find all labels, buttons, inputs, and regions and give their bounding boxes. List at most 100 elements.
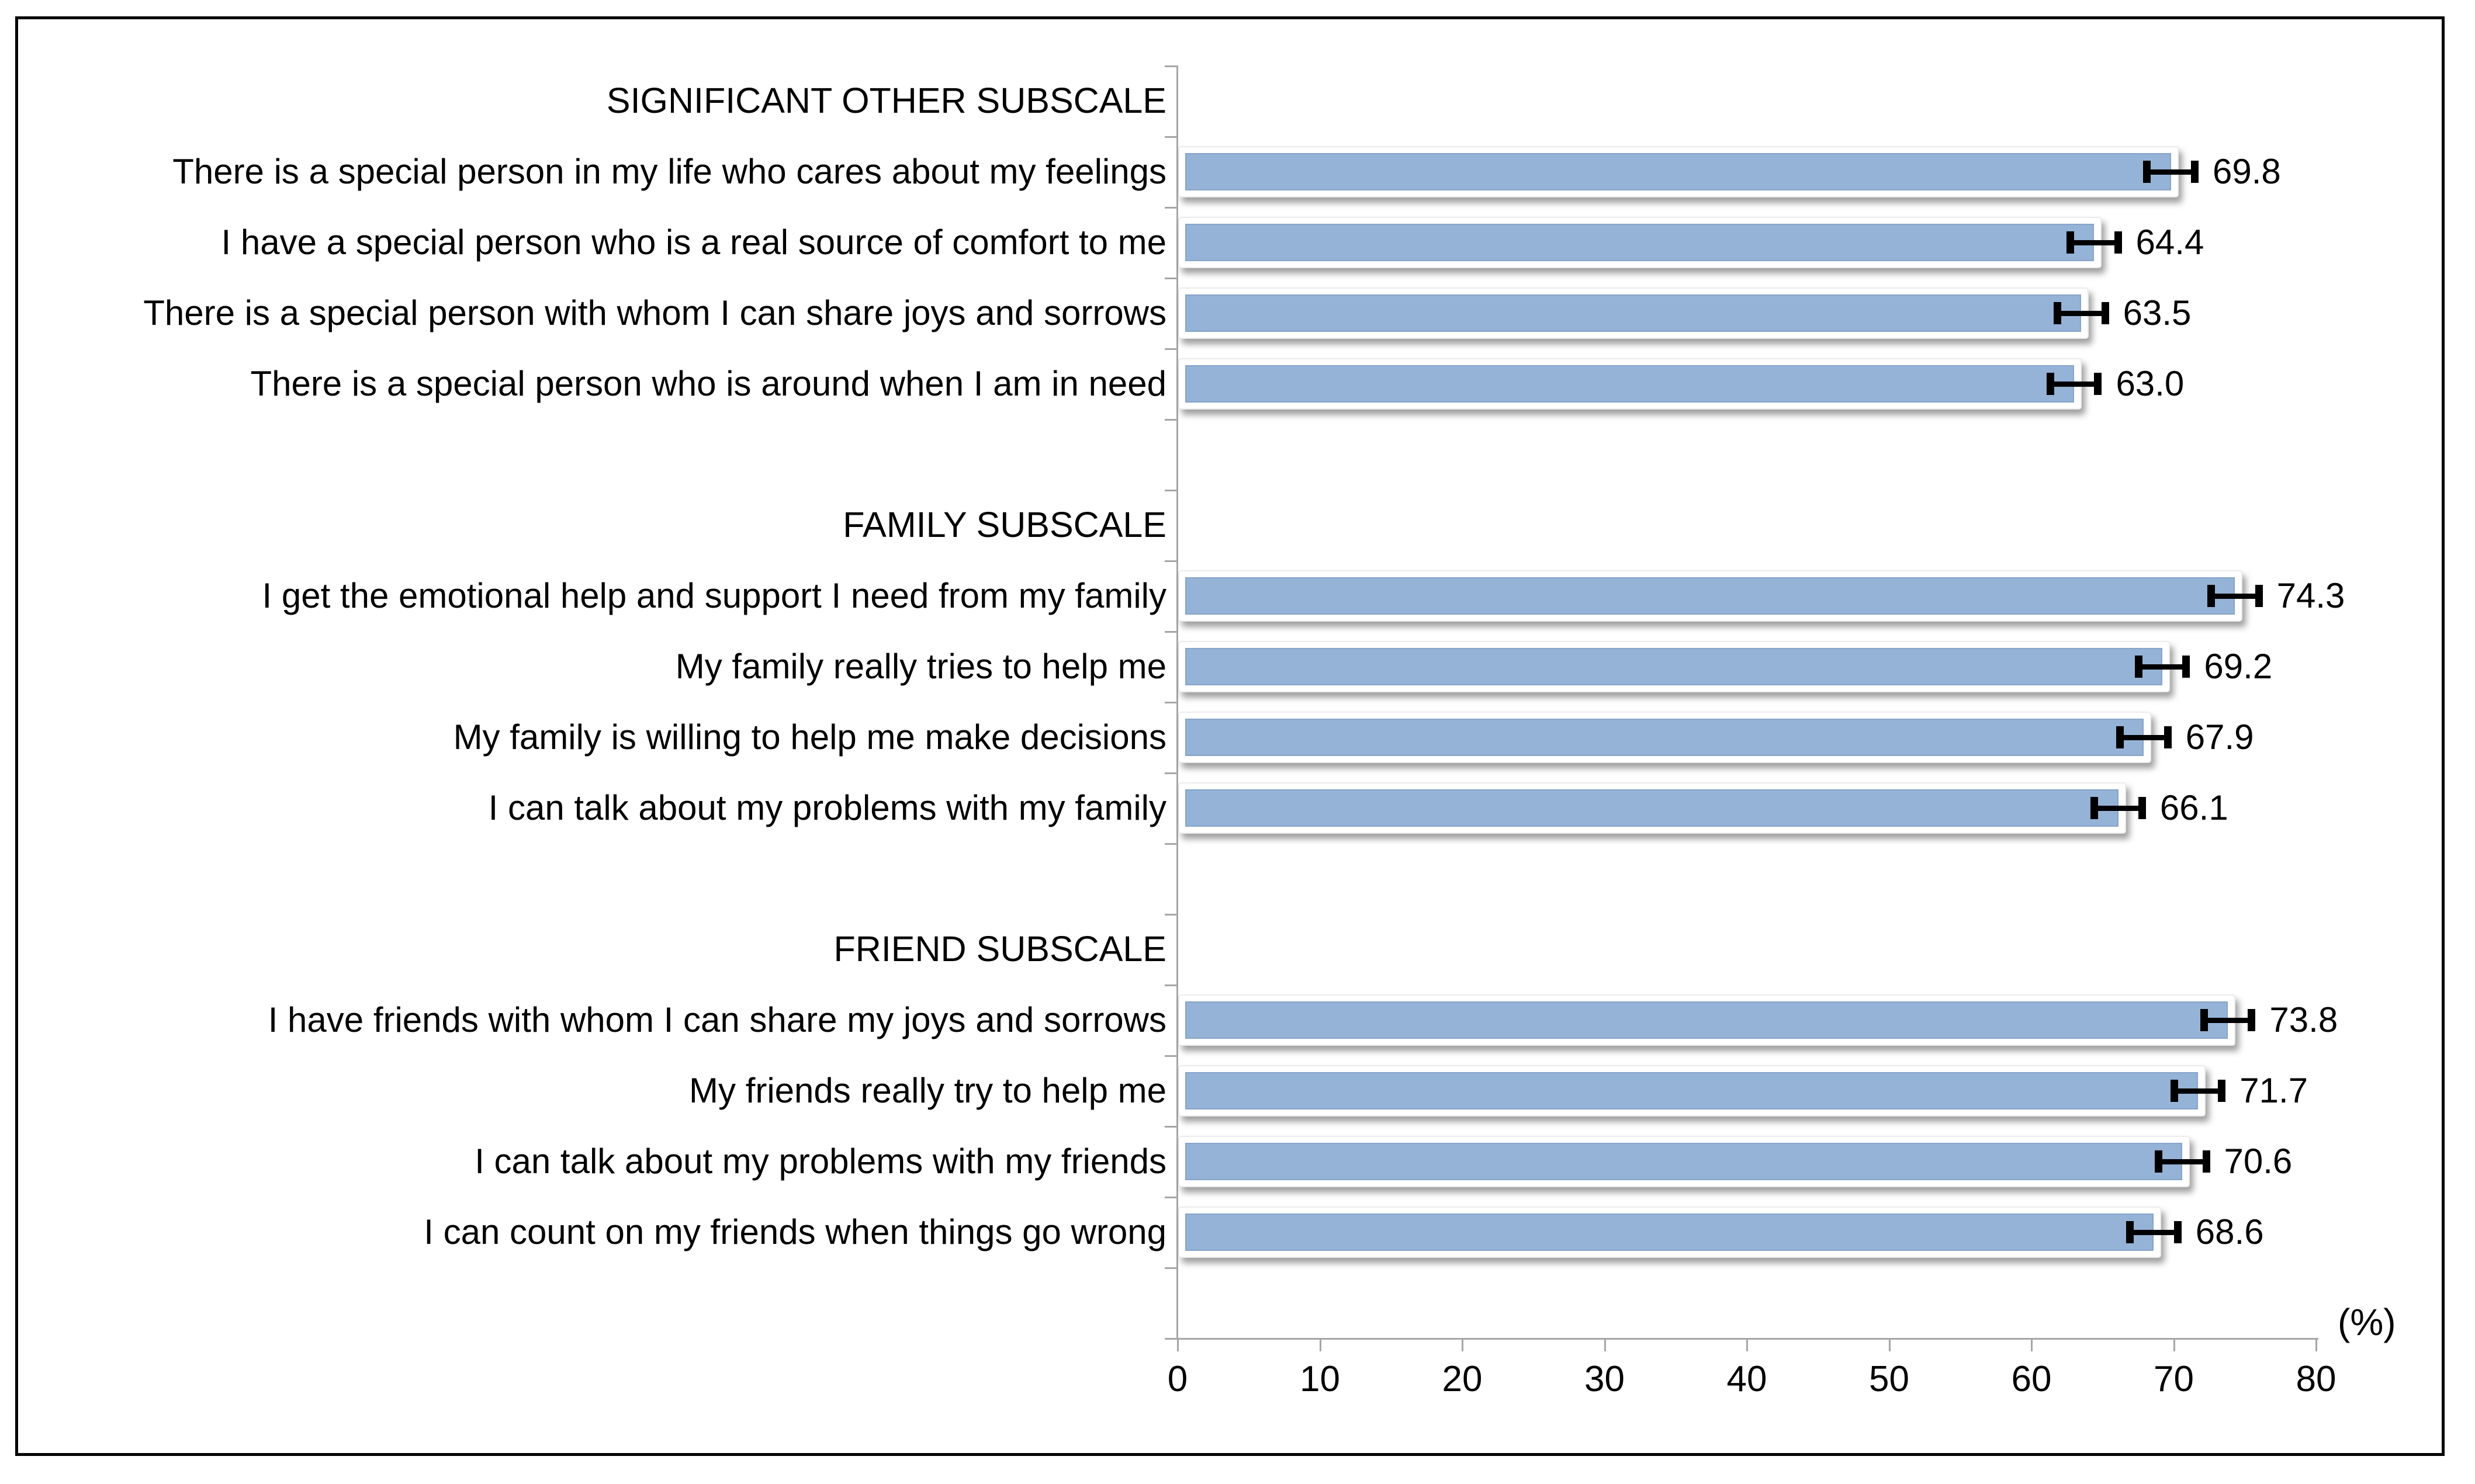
error-bar-right-cap bbox=[2248, 1008, 2256, 1031]
value-label: 73.8 bbox=[2269, 1000, 2338, 1039]
error-bar-line bbox=[2057, 310, 2106, 316]
error-bar-right-cap bbox=[2202, 1150, 2210, 1173]
error-bar-right-cap bbox=[2191, 160, 2199, 183]
category-axis-tick bbox=[1165, 419, 1176, 421]
category-axis-tick bbox=[1165, 490, 1176, 491]
category-axis-tick bbox=[1165, 914, 1176, 916]
error-bar-left-cap bbox=[2053, 301, 2061, 324]
value-axis-line bbox=[1176, 1338, 2318, 1340]
axis-unit-label: (%) bbox=[2338, 1301, 2396, 1343]
value-axis-tick-label: 40 bbox=[1726, 1359, 1767, 1399]
error-bar-right-cap bbox=[2138, 796, 2146, 819]
bar bbox=[1185, 718, 2144, 756]
section-header: FAMILY SUBSCALE bbox=[843, 505, 1166, 545]
value-axis-tick bbox=[1177, 1340, 1179, 1351]
error-bar-line bbox=[2094, 805, 2142, 811]
value-axis-tick bbox=[1319, 1340, 1321, 1351]
error-bar-line bbox=[2050, 381, 2099, 387]
bar bbox=[1185, 294, 2082, 332]
category-label: I can talk about my problems with my fri… bbox=[475, 1142, 1166, 1181]
value-axis-tick bbox=[2173, 1340, 2175, 1351]
error-bar-left-cap bbox=[2143, 160, 2151, 183]
error-bar-right-cap bbox=[2164, 726, 2172, 748]
bar bbox=[1185, 1001, 2228, 1039]
bar bbox=[1185, 1142, 2183, 1180]
bar bbox=[1185, 647, 2163, 685]
error-bar-left-cap bbox=[2066, 231, 2074, 254]
value-label: 68.6 bbox=[2195, 1212, 2264, 1251]
category-axis-tick bbox=[1165, 1126, 1176, 1128]
category-axis-tick bbox=[1165, 702, 1176, 703]
error-bar-line bbox=[2138, 664, 2187, 670]
error-bar-line bbox=[2203, 1017, 2252, 1023]
bar bbox=[1185, 1072, 2198, 1109]
error-bar-right-cap bbox=[2218, 1079, 2226, 1102]
category-axis-tick bbox=[1165, 348, 1176, 350]
section-header: SIGNIFICANT OTHER SUBSCALE bbox=[606, 81, 1166, 120]
error-bar-left-cap bbox=[2126, 1221, 2134, 1243]
category-axis-tick bbox=[1165, 631, 1176, 633]
value-axis-tick-label: 70 bbox=[2154, 1359, 2194, 1399]
category-label: My family is willing to help me make dec… bbox=[453, 717, 1166, 757]
category-label: I have friends with whom I can share my … bbox=[268, 1000, 1166, 1039]
value-label: 69.2 bbox=[2204, 647, 2273, 686]
error-bar-left-cap bbox=[2090, 796, 2099, 819]
value-label: 64.4 bbox=[2135, 223, 2204, 262]
category-label: There is a special person in my life who… bbox=[172, 152, 1166, 191]
category-axis-tick bbox=[1165, 1267, 1176, 1269]
value-label: 67.9 bbox=[2185, 717, 2254, 757]
category-axis-tick bbox=[1165, 1338, 1176, 1340]
category-axis-tick bbox=[1165, 984, 1176, 986]
category-label: I can talk about my problems with my fam… bbox=[488, 788, 1166, 827]
bar bbox=[1185, 223, 2095, 261]
value-axis-tick-label: 0 bbox=[1167, 1359, 1188, 1399]
value-axis-tick bbox=[1888, 1340, 1891, 1351]
value-axis-tick bbox=[2031, 1340, 2033, 1351]
bar bbox=[1185, 365, 2075, 403]
category-axis-line bbox=[1176, 65, 1178, 1340]
value-axis-tick-label: 30 bbox=[1584, 1359, 1625, 1399]
error-bar-left-cap bbox=[2046, 372, 2054, 395]
error-bar-left-cap bbox=[2200, 1008, 2208, 1031]
error-bar-line bbox=[2173, 1088, 2223, 1094]
error-bar-line bbox=[2158, 1159, 2207, 1164]
category-axis-tick bbox=[1165, 207, 1176, 209]
error-bar-right-cap bbox=[2255, 584, 2263, 607]
error-bar-left-cap bbox=[2207, 584, 2215, 607]
bar bbox=[1185, 789, 2119, 827]
value-axis-tick bbox=[2315, 1340, 2317, 1351]
value-label: 63.5 bbox=[2123, 293, 2192, 332]
bar bbox=[1185, 152, 2171, 190]
category-label: My friends really try to help me bbox=[689, 1071, 1166, 1110]
value-label: 63.0 bbox=[2116, 364, 2185, 403]
value-axis-tick-label: 60 bbox=[2011, 1359, 2052, 1399]
error-bar-left-cap bbox=[2134, 655, 2142, 678]
value-label: 69.8 bbox=[2213, 152, 2281, 191]
category-label: I can count on my friends when things go… bbox=[424, 1212, 1166, 1251]
category-axis-tick bbox=[1165, 1055, 1176, 1057]
value-axis-tick bbox=[1462, 1340, 1463, 1351]
error-bar-right-cap bbox=[2114, 231, 2122, 254]
category-axis-tick bbox=[1165, 136, 1176, 138]
category-label: There is a special person who is around … bbox=[250, 364, 1166, 403]
category-label: My family really tries to help me bbox=[675, 647, 1166, 686]
value-label: 66.1 bbox=[2159, 788, 2228, 827]
chart-border-frame: 0 10 20 30 40 50 60 70 80 (%) SIGNIFICANT OTHER SU… bbox=[15, 16, 2445, 1456]
value-label: 74.3 bbox=[2276, 576, 2345, 615]
category-label: There is a special person with whom I ca… bbox=[143, 293, 1166, 332]
error-bar-left-cap bbox=[2116, 726, 2124, 748]
error-bar-line bbox=[2069, 240, 2119, 245]
value-label: 70.6 bbox=[2224, 1142, 2293, 1181]
error-bar-line bbox=[2210, 593, 2259, 599]
category-axis-tick bbox=[1165, 843, 1176, 845]
error-bar-line bbox=[2147, 169, 2196, 175]
category-axis-tick bbox=[1165, 65, 1176, 67]
category-axis-tick bbox=[1165, 278, 1176, 279]
error-bar-left-cap bbox=[2154, 1150, 2162, 1173]
value-axis-tick-label: 50 bbox=[1869, 1359, 1909, 1399]
value-axis-tick bbox=[1746, 1340, 1748, 1351]
bar bbox=[1185, 577, 2235, 615]
error-bar-right-cap bbox=[2094, 372, 2102, 395]
value-axis-tick bbox=[1604, 1340, 1606, 1351]
